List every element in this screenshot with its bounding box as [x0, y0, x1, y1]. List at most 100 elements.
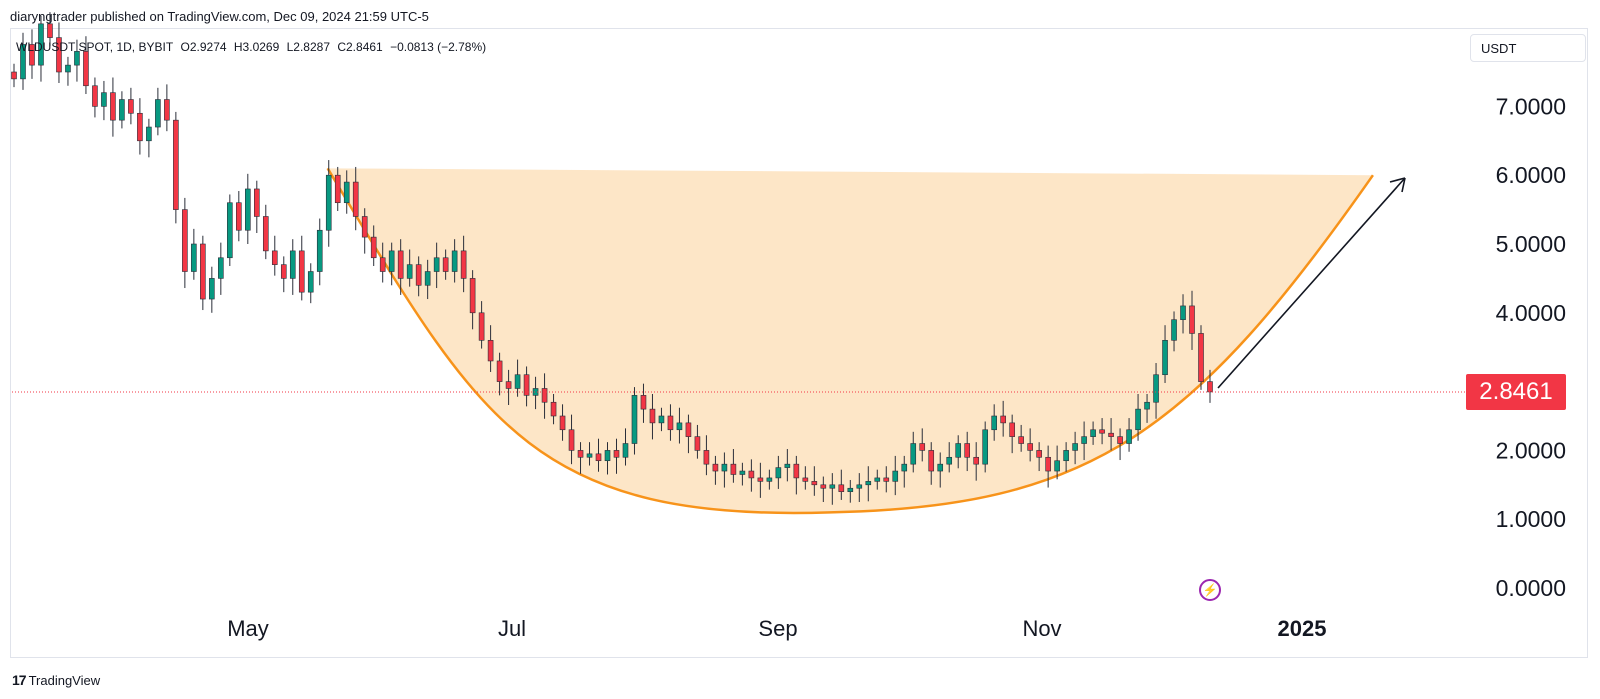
bullish-candle-body	[289, 250, 296, 279]
bullish-candle-body	[1072, 443, 1078, 451]
bearish-candle-body	[496, 360, 503, 382]
candle	[1099, 418, 1105, 445]
bearish-candle-body	[110, 92, 116, 121]
bullish-candle-body	[191, 243, 197, 272]
bullish-candle-body	[910, 443, 917, 465]
bullish-candle-body	[227, 202, 233, 259]
candle	[496, 352, 503, 396]
candle	[1162, 325, 1168, 383]
bearish-candle-body	[1018, 436, 1024, 444]
candle	[1054, 445, 1060, 480]
bearish-candle-body	[280, 264, 287, 279]
candle	[964, 431, 971, 472]
bearish-candle-body	[182, 209, 188, 272]
candle	[1189, 290, 1195, 350]
candle	[1000, 400, 1006, 437]
bullish-candle-body	[1063, 450, 1069, 462]
candle	[991, 404, 997, 441]
x-tick-label: May	[227, 616, 269, 641]
candle	[820, 476, 827, 502]
candle	[928, 442, 935, 485]
bearish-candle-body	[1000, 415, 1006, 424]
bearish-candle-body	[137, 112, 143, 142]
candle	[227, 194, 233, 267]
bearish-candle-body	[703, 450, 710, 465]
bullish-candle-body	[65, 64, 71, 73]
bearish-candle-body	[559, 415, 566, 431]
change-value: −0.0813 (−2.78%)	[390, 40, 487, 54]
candle	[784, 449, 791, 482]
cup-curve-line	[326, 167, 1374, 515]
bearish-candle-body	[92, 85, 98, 107]
bearish-candle-body	[1036, 450, 1042, 458]
bullish-candle-body	[829, 484, 836, 489]
bullish-candle-body	[955, 443, 962, 458]
bearish-candle-body	[1099, 429, 1105, 434]
bearish-candle-body	[262, 216, 269, 252]
candle	[613, 438, 620, 474]
candle	[874, 469, 881, 490]
candle	[1180, 294, 1186, 334]
bearish-candle-body	[541, 388, 548, 403]
bearish-candle-body	[568, 429, 575, 451]
candle	[487, 325, 494, 372]
candle	[47, 12, 53, 46]
candle	[469, 270, 476, 330]
bearish-candle-body	[973, 456, 979, 465]
bullish-candle-body	[901, 463, 908, 472]
bearish-candle-body	[838, 484, 845, 492]
bearish-candle-body	[442, 257, 449, 272]
bearish-candle-body	[379, 257, 386, 272]
candle	[901, 455, 908, 488]
bullish-candle-body	[316, 229, 323, 272]
bullish-candle-body	[775, 467, 782, 479]
bearish-candle-body	[757, 477, 764, 482]
candle	[559, 404, 566, 441]
bearish-candle-body	[505, 381, 512, 389]
chart-frame[interactable]	[10, 28, 1588, 658]
bearish-candle-body	[298, 250, 305, 293]
bullish-candle-body	[946, 456, 953, 465]
candle	[550, 393, 557, 425]
bearish-candle-body	[550, 401, 557, 417]
candle	[1144, 393, 1150, 423]
candle	[92, 77, 98, 118]
candle	[307, 263, 314, 304]
lightning-bolt-icon[interactable]: ⚡	[1199, 579, 1221, 601]
bearish-candle-body	[883, 477, 890, 482]
candle	[1081, 421, 1087, 461]
candle	[667, 404, 674, 441]
bearish-candle-body	[200, 243, 206, 300]
bearish-candle-body	[56, 37, 62, 73]
candle	[361, 208, 368, 254]
candle	[865, 466, 872, 502]
candle	[370, 225, 377, 267]
close-value: C2.8461	[337, 40, 383, 54]
candle	[65, 56, 71, 86]
candle	[730, 449, 737, 483]
arrow-head-icon	[1389, 177, 1406, 193]
low-value: L2.8287	[286, 40, 330, 54]
tradingview-brand[interactable]: 17 TradingView	[12, 672, 100, 688]
candle	[1018, 424, 1024, 452]
candle	[1153, 363, 1159, 419]
bearish-candle-body	[1207, 381, 1213, 393]
symbol-label[interactable]: WLDUSDT SPOT, 1D, BYBIT	[16, 40, 174, 54]
bearish-candle-body	[694, 436, 701, 451]
bullish-candle-body	[343, 181, 350, 204]
candle	[271, 235, 278, 276]
high-value: H3.0269	[233, 40, 280, 54]
bullish-candle-body	[586, 453, 593, 458]
currency-selector-button[interactable]: USDT	[1470, 34, 1586, 62]
bearish-candle-body	[352, 181, 359, 217]
candle	[955, 435, 962, 469]
y-tick-label: 0.0000	[1496, 575, 1566, 601]
candle	[20, 32, 26, 90]
bullish-candle-body	[388, 250, 395, 272]
candle	[101, 80, 107, 121]
bullish-candle-body	[1126, 429, 1132, 444]
candle	[352, 166, 359, 231]
bullish-candle-body	[307, 271, 314, 293]
projection-arrow	[1217, 177, 1406, 389]
